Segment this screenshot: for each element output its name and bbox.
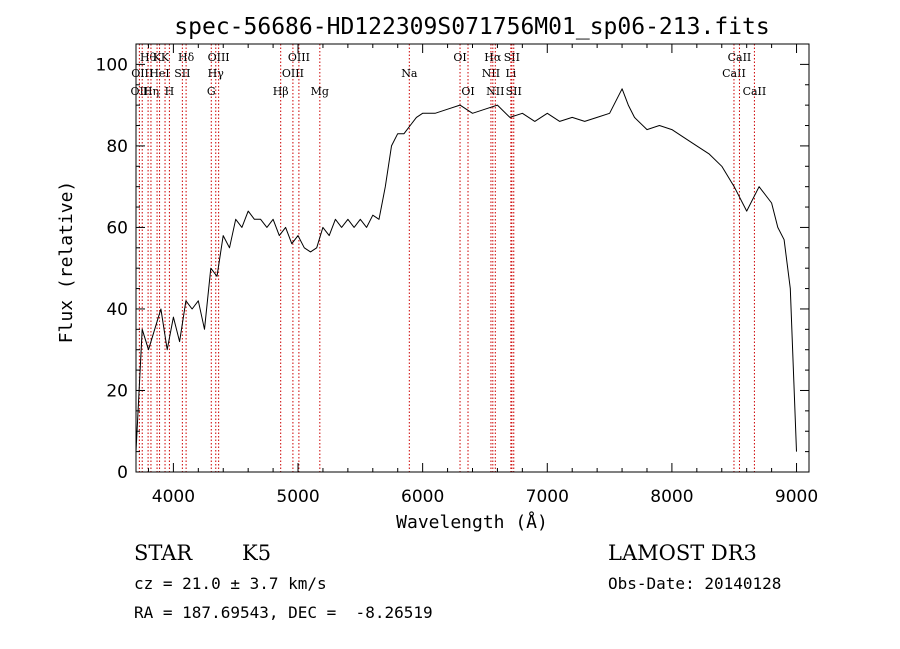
object-subclass: K5 [242, 541, 272, 565]
plot-frame [135, 43, 810, 473]
coordinates: RA = 187.69543, DEC = -8.26519 [134, 603, 433, 622]
line-marker-label-10: G [207, 85, 216, 98]
line-marker-label-11: Hγ [208, 67, 225, 80]
emission-line-markers: OIIOIIIHθHηKHeIKHSIIHδGHγOIIIHβOIIIOIIIM… [131, 44, 767, 472]
x-tick-label-0: 4000 [152, 487, 195, 507]
line-marker-label-8: SII [174, 67, 190, 80]
y-tick-label-2: 40 [106, 300, 128, 320]
chart-title: spec-56686-HD122309S071756M01_sp06-213.f… [174, 14, 769, 40]
x-tick-label-1: 5000 [276, 487, 319, 507]
line-marker-label-20: NII [482, 67, 500, 80]
x-axis-ticks: 4000 5000 6000 7000 8000 9000 [147, 44, 818, 507]
observation-date: Obs-Date: 20140128 [608, 574, 782, 593]
y-tick-label-3: 60 [106, 218, 128, 238]
line-marker-label-5: HeI [149, 67, 169, 80]
y-axis-label: Flux (relative) [56, 181, 77, 344]
object-class: STAR [134, 541, 193, 565]
line-marker-label-17: Na [401, 67, 418, 80]
line-marker-label-9: Hδ [178, 51, 195, 64]
line-marker-label-4: K [153, 51, 162, 64]
y-tick-label-4: 80 [106, 137, 128, 157]
line-marker-label-6: K [161, 51, 170, 64]
line-marker-label-13: Hβ [273, 85, 289, 98]
y-tick-label-1: 20 [106, 381, 128, 401]
line-marker-label-21: Hα [484, 51, 502, 64]
line-marker-label-27: CaII [728, 51, 752, 64]
line-marker-label-0: OII [131, 85, 149, 98]
x-tick-label-2: 6000 [401, 487, 444, 507]
y-tick-label-5: 100 [96, 55, 128, 75]
line-marker-label-2: Hθ [140, 51, 157, 64]
line-marker-label-7: H [165, 85, 175, 98]
line-marker-label-12: OIII [208, 51, 230, 64]
line-marker-label-23: Li [505, 67, 516, 80]
line-marker-label-16: Mg [311, 85, 329, 98]
x-axis-label: Wavelength (Å) [396, 511, 548, 533]
spectrum-series [135, 88, 797, 452]
line-marker-label-26: CaII [722, 67, 746, 80]
survey-name: LAMOST DR3 [608, 541, 757, 565]
x-tick-label-5: 9000 [775, 487, 818, 507]
line-marker-label-14: OIII [282, 67, 304, 80]
x-tick-label-3: 7000 [526, 487, 569, 507]
y-tick-label-0: 0 [117, 463, 128, 483]
line-marker-label-22: NII [486, 85, 504, 98]
line-marker-label-19: OI [461, 85, 474, 98]
redshift-cz: cz = 21.0 ± 3.7 km/s [134, 574, 327, 593]
spectrum-line-0 [135, 88, 797, 452]
line-marker-label-3: Hη [143, 85, 159, 98]
line-marker-label-25: SII [506, 85, 522, 98]
y-axis-ticks: 0 20 40 60 80 100 [96, 55, 809, 483]
line-marker-label-24: SII [504, 51, 520, 64]
line-marker-label-15: OIII [288, 51, 310, 64]
line-marker-label-18: OI [453, 51, 466, 64]
x-tick-label-4: 8000 [650, 487, 693, 507]
line-marker-label-28: CaII [743, 85, 767, 98]
